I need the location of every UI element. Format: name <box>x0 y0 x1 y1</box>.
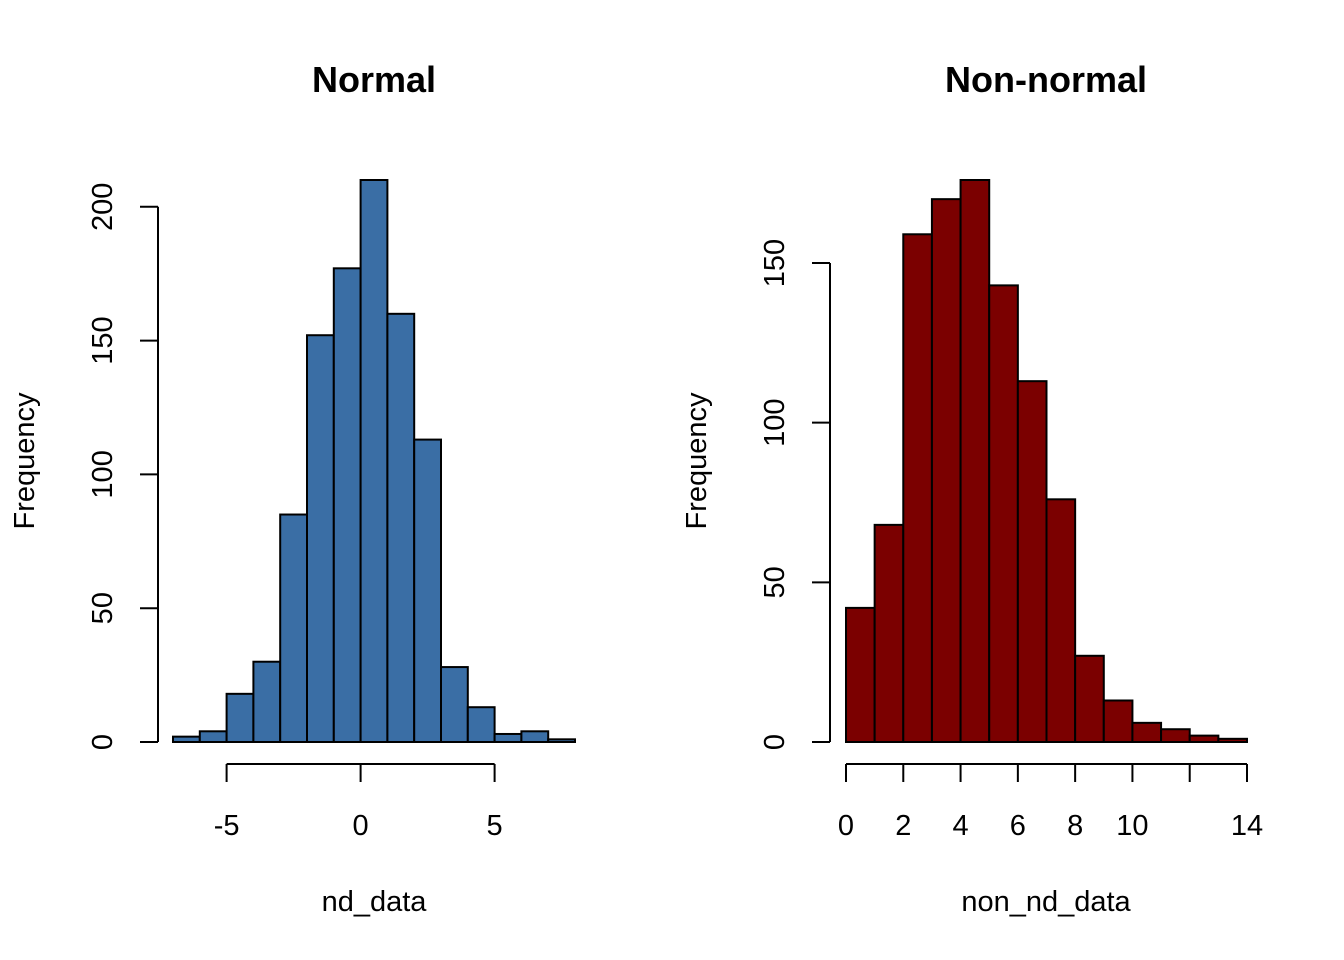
bars <box>845 179 1249 744</box>
bar <box>520 730 550 743</box>
bar <box>440 666 469 743</box>
bar <box>359 179 389 743</box>
x-tick-label: -5 <box>214 810 240 842</box>
chart-title: Normal <box>312 59 436 100</box>
bars <box>172 179 577 744</box>
y-tick-label: 0 <box>87 734 119 750</box>
bar <box>413 438 443 743</box>
x-tick-label: 8 <box>1067 810 1083 842</box>
panel-non-normal: Non-normal non_nd_data Frequency 0501001… <box>681 59 1263 918</box>
y-tick-label: 50 <box>87 592 119 624</box>
bar <box>988 284 1019 743</box>
bar <box>493 732 523 744</box>
y-tick-label: 200 <box>87 183 119 231</box>
bar <box>873 523 905 744</box>
bar <box>959 179 991 743</box>
x-axis: 0 2 4 6 8 10 14 <box>838 763 1263 842</box>
bar <box>306 334 335 743</box>
bar <box>930 198 962 743</box>
x-axis-label: nd_data <box>322 886 428 918</box>
x-tick-label: 0 <box>838 810 854 842</box>
y-axis-label: Frequency <box>681 392 713 530</box>
y-axis: 0 50 100 150 <box>759 239 831 750</box>
bar <box>466 706 496 744</box>
bar <box>845 606 876 743</box>
x-tick-label: 14 <box>1231 810 1263 842</box>
x-axis-label: non_nd_data <box>961 886 1131 918</box>
bar <box>198 730 228 743</box>
y-axis-label: Frequency <box>9 392 41 530</box>
bar <box>332 267 362 743</box>
bar <box>1074 654 1105 744</box>
bar <box>902 233 933 743</box>
x-tick-label: 4 <box>953 810 969 842</box>
x-tick-label: 5 <box>487 810 503 842</box>
bar <box>252 660 282 744</box>
bar <box>225 692 255 743</box>
bar <box>1188 734 1220 744</box>
bar <box>1045 498 1077 743</box>
x-axis: -5 0 5 <box>214 763 503 842</box>
x-tick-label: 6 <box>1010 810 1026 842</box>
bar <box>1016 380 1048 743</box>
x-tick-label: 0 <box>353 810 369 842</box>
bar <box>1102 699 1134 744</box>
y-tick-label: 50 <box>759 566 791 598</box>
bar <box>172 735 201 744</box>
x-tick-label: 10 <box>1116 810 1148 842</box>
bar <box>279 513 309 743</box>
bar <box>1160 728 1191 744</box>
y-tick-label: 100 <box>759 398 791 446</box>
bar <box>386 312 416 743</box>
chart-title: Non-normal <box>945 59 1147 100</box>
bar <box>1131 721 1163 743</box>
y-tick-label: 100 <box>87 450 119 498</box>
x-tick-label: 2 <box>895 810 911 842</box>
y-tick-label: 150 <box>759 239 791 287</box>
y-tick-label: 0 <box>759 734 791 750</box>
y-tick-label: 150 <box>87 316 119 364</box>
bar <box>1217 737 1249 744</box>
bar <box>547 738 577 743</box>
y-axis: 0 50 100 150 200 <box>87 183 159 750</box>
